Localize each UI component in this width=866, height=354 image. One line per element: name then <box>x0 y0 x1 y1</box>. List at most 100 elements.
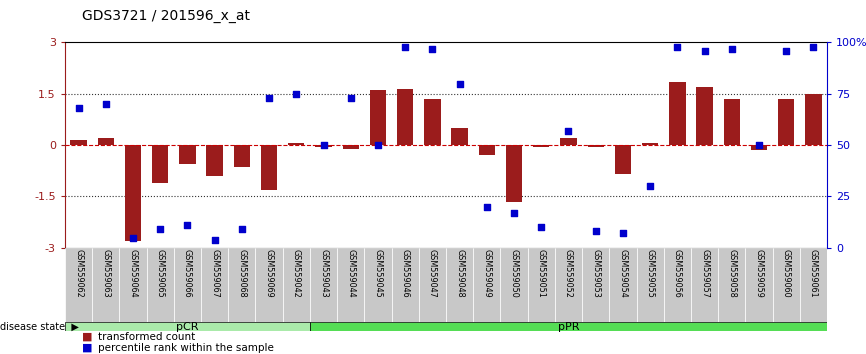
Text: pPR: pPR <box>558 321 579 332</box>
Point <box>561 128 575 133</box>
Bar <box>473 248 501 322</box>
Bar <box>691 248 718 322</box>
Point <box>507 210 521 216</box>
Bar <box>261 145 277 190</box>
Bar <box>533 145 549 147</box>
Bar <box>337 248 365 322</box>
Bar <box>282 248 310 322</box>
Bar <box>669 82 686 145</box>
Bar <box>120 248 146 322</box>
Text: GSM559058: GSM559058 <box>727 249 736 298</box>
Point <box>698 48 712 53</box>
Bar <box>805 94 822 145</box>
Bar <box>637 248 663 322</box>
Text: GSM559054: GSM559054 <box>618 249 627 298</box>
Text: GSM559057: GSM559057 <box>700 249 709 298</box>
Text: GSM559068: GSM559068 <box>237 249 246 298</box>
Bar <box>201 248 229 322</box>
Text: GSM559064: GSM559064 <box>128 249 138 298</box>
Bar <box>310 322 827 331</box>
Point <box>752 142 766 148</box>
Bar <box>642 143 658 145</box>
Text: GSM559051: GSM559051 <box>537 249 546 298</box>
Bar <box>696 87 713 145</box>
Bar <box>663 248 691 322</box>
Text: GSM559048: GSM559048 <box>456 249 464 298</box>
Text: GSM559060: GSM559060 <box>782 249 791 298</box>
Point <box>317 142 331 148</box>
Text: GDS3721 / 201596_x_at: GDS3721 / 201596_x_at <box>82 9 250 23</box>
Point <box>153 227 167 232</box>
Bar <box>610 248 637 322</box>
Point <box>806 44 820 50</box>
Point <box>425 46 439 51</box>
Bar <box>65 322 310 331</box>
Text: ■: ■ <box>82 332 93 342</box>
Point <box>616 230 630 236</box>
Bar <box>506 145 522 202</box>
Bar <box>746 248 772 322</box>
Bar <box>152 145 168 183</box>
Bar <box>391 248 419 322</box>
Text: GSM559059: GSM559059 <box>754 249 764 298</box>
Point <box>725 46 739 51</box>
Point <box>398 44 412 50</box>
Point <box>99 101 113 107</box>
Point <box>344 95 358 101</box>
Text: GSM559055: GSM559055 <box>646 249 655 298</box>
Text: GSM559069: GSM559069 <box>265 249 274 298</box>
Bar <box>179 145 196 164</box>
Text: GSM559044: GSM559044 <box>346 249 355 298</box>
Bar <box>234 145 250 167</box>
Bar <box>288 143 305 145</box>
Text: ■: ■ <box>82 343 93 353</box>
Point <box>208 237 222 242</box>
Text: GSM559065: GSM559065 <box>156 249 165 298</box>
Point <box>235 227 249 232</box>
Bar <box>724 99 740 145</box>
Text: GSM559042: GSM559042 <box>292 249 301 298</box>
Bar <box>560 138 577 145</box>
Text: GSM559052: GSM559052 <box>564 249 573 298</box>
Bar <box>92 248 120 322</box>
Point <box>670 44 684 50</box>
Bar <box>800 248 827 322</box>
Bar <box>315 145 332 147</box>
Text: GSM559067: GSM559067 <box>210 249 219 298</box>
Text: GSM559045: GSM559045 <box>373 249 383 298</box>
Point <box>72 105 86 111</box>
Point <box>779 48 793 53</box>
Point <box>534 224 548 230</box>
Bar <box>501 248 527 322</box>
Bar <box>424 99 441 145</box>
Bar <box>206 145 223 176</box>
Text: GSM559053: GSM559053 <box>591 249 600 298</box>
Bar <box>343 145 359 149</box>
Point <box>589 229 603 234</box>
Text: GSM559049: GSM559049 <box>482 249 491 298</box>
Text: GSM559062: GSM559062 <box>74 249 83 298</box>
Text: pCR: pCR <box>176 321 198 332</box>
Bar <box>446 248 473 322</box>
Text: GSM559047: GSM559047 <box>428 249 436 298</box>
Text: percentile rank within the sample: percentile rank within the sample <box>98 343 274 353</box>
Point <box>643 183 657 189</box>
Point <box>262 95 276 101</box>
Text: GSM559050: GSM559050 <box>509 249 519 298</box>
Point <box>371 142 385 148</box>
Bar <box>70 140 87 145</box>
Text: GSM559066: GSM559066 <box>183 249 192 298</box>
Bar <box>582 248 610 322</box>
Text: GSM559063: GSM559063 <box>101 249 110 298</box>
Bar <box>255 248 282 322</box>
Text: GSM559046: GSM559046 <box>401 249 410 298</box>
Bar <box>751 145 767 150</box>
Text: GSM559061: GSM559061 <box>809 249 818 298</box>
Bar <box>479 145 495 155</box>
Bar <box>365 248 391 322</box>
Point <box>180 222 194 228</box>
Bar <box>146 248 174 322</box>
Bar <box>718 248 746 322</box>
Bar <box>555 248 582 322</box>
Bar <box>527 248 555 322</box>
